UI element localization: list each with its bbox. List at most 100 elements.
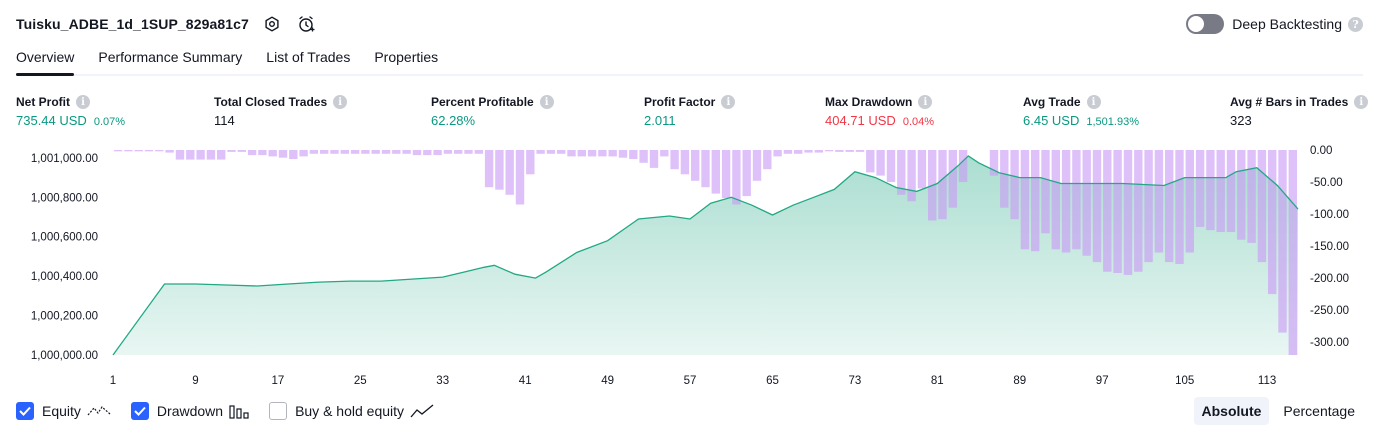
info-icon[interactable]: i bbox=[1087, 95, 1101, 109]
drawdown-bar bbox=[763, 150, 771, 169]
drawdown-bar bbox=[1134, 150, 1142, 272]
drawdown-bar bbox=[887, 150, 895, 182]
drawdown-bar bbox=[351, 150, 359, 154]
metric-percent-profitable: Percent Profitable i 62.28% bbox=[431, 94, 554, 128]
drawdown-bar bbox=[1144, 150, 1152, 262]
drawdown-bar bbox=[1000, 150, 1008, 208]
drawdown-bar bbox=[330, 150, 338, 154]
info-icon[interactable]: i bbox=[918, 95, 932, 109]
y-left-tick-label: 1,000,200.00 bbox=[31, 311, 98, 323]
metric-total-closed-trades: Total Closed Trades i 114 bbox=[214, 94, 347, 128]
y-left-tick-label: 1,000,800.00 bbox=[31, 192, 98, 204]
drawdown-bar bbox=[258, 150, 266, 155]
drawdown-bar bbox=[1206, 150, 1214, 230]
x-tick-label: 25 bbox=[354, 375, 367, 387]
y-right-tick-label: -250.00 bbox=[1310, 305, 1349, 317]
drawdown-bar bbox=[423, 150, 431, 155]
metric-max-drawdown: Max Drawdown i 404.71 USD 0.04% bbox=[825, 94, 934, 128]
metric-profit-factor: Profit Factor i 2.011 bbox=[644, 94, 735, 128]
x-tick-label: 65 bbox=[766, 375, 779, 387]
drawdown-bar bbox=[567, 150, 575, 156]
drawdown-bar bbox=[732, 150, 740, 205]
metric-value: 404.71 USD bbox=[825, 113, 896, 128]
metric-percent: 0.07% bbox=[94, 116, 125, 128]
y-right-tick-label: -150.00 bbox=[1310, 241, 1349, 253]
buy-hold-checkbox[interactable] bbox=[269, 402, 287, 420]
drawdown-bar bbox=[402, 150, 410, 154]
drawdown-bar bbox=[1031, 150, 1039, 251]
y-left-tick-label: 1,000,400.00 bbox=[31, 271, 98, 283]
percentage-button[interactable]: Percentage bbox=[1275, 397, 1363, 425]
drawdown-bar bbox=[1124, 150, 1132, 275]
drawdown-bar bbox=[691, 150, 699, 181]
info-icon[interactable]: i bbox=[333, 95, 347, 109]
drawdown-bar bbox=[804, 150, 812, 153]
info-icon[interactable]: i bbox=[540, 95, 554, 109]
metric-value: 323 bbox=[1230, 113, 1252, 128]
drawdown-bar bbox=[660, 150, 668, 156]
drawdown-bar bbox=[536, 150, 544, 154]
settings-gear-icon[interactable] bbox=[261, 13, 283, 35]
y-left-tick-label: 1,000,600.00 bbox=[31, 232, 98, 244]
tab-overview[interactable]: Overview bbox=[16, 46, 74, 74]
absolute-button[interactable]: Absolute bbox=[1194, 397, 1270, 425]
drawdown-bar bbox=[289, 150, 297, 159]
drawdown-bar bbox=[876, 150, 884, 176]
drawdown-bar bbox=[506, 150, 514, 195]
equity-checkbox[interactable] bbox=[16, 402, 34, 420]
metric-label: Net Profit bbox=[16, 95, 70, 109]
tab-properties[interactable]: Properties bbox=[374, 46, 438, 74]
info-icon[interactable]: i bbox=[1354, 95, 1368, 109]
drawdown-bar bbox=[341, 150, 349, 154]
drawdown-bar bbox=[794, 150, 802, 154]
drawdown-bar bbox=[773, 150, 781, 156]
y-right-tick-label: 0.00 bbox=[1310, 145, 1332, 157]
drawdown-bar bbox=[856, 150, 864, 152]
drawdown-bar bbox=[176, 150, 184, 160]
info-icon[interactable]: ? bbox=[1348, 17, 1363, 32]
drawdown-bar bbox=[557, 150, 565, 154]
drawdown-checkbox[interactable] bbox=[131, 402, 149, 420]
equity-drawdown-chart[interactable]: 1,000,000.00 1,000,200.00 1,000,400.00 1,00… bbox=[0, 140, 1379, 395]
drawdown-bar bbox=[238, 150, 246, 152]
drawdown-bar bbox=[485, 150, 493, 187]
tab-list-of-trades[interactable]: List of Trades bbox=[266, 46, 350, 74]
drawdown-bar bbox=[1186, 150, 1194, 253]
drawdown-bar bbox=[196, 150, 204, 160]
drawdown-bar bbox=[135, 150, 143, 151]
drawdown-bar bbox=[464, 150, 472, 154]
metric-avg-bars: Avg # Bars in Trades i 323 bbox=[1230, 94, 1368, 128]
chart-legend: Equity Drawdown Buy & hold equity bbox=[16, 400, 454, 422]
metric-value: 114 bbox=[214, 113, 235, 128]
report-tabs: Overview Performance Summary List of Tra… bbox=[16, 46, 1363, 76]
deep-backtesting-toggle[interactable] bbox=[1186, 14, 1224, 34]
legend-equity[interactable]: Equity bbox=[16, 402, 111, 420]
x-tick-label: 57 bbox=[684, 375, 697, 387]
x-tick-label: 9 bbox=[192, 375, 198, 387]
drawdown-bar bbox=[248, 150, 256, 155]
drawdown-bar bbox=[547, 150, 555, 154]
drawdown-bar bbox=[846, 150, 854, 152]
drawdown-bar bbox=[124, 150, 132, 151]
drawdown-bar bbox=[784, 150, 792, 154]
x-tick-label: 89 bbox=[1013, 375, 1026, 387]
x-tick-label: 1 bbox=[110, 375, 116, 387]
drawdown-bar bbox=[959, 150, 967, 182]
drawdown-bar bbox=[145, 150, 153, 151]
drawdown-bars-icon bbox=[229, 403, 249, 419]
y-left-tick-label: 1,000,000.00 bbox=[31, 350, 98, 362]
drawdown-bar bbox=[938, 150, 946, 219]
drawdown-bar bbox=[1021, 150, 1029, 249]
tab-performance-summary[interactable]: Performance Summary bbox=[98, 46, 242, 74]
drawdown-bar bbox=[1237, 150, 1245, 240]
legend-buy-hold[interactable]: Buy & hold equity bbox=[269, 402, 434, 420]
drawdown-bar bbox=[186, 150, 194, 160]
drawdown-bar bbox=[1278, 150, 1286, 333]
drawdown-bar bbox=[712, 150, 720, 194]
legend-drawdown[interactable]: Drawdown bbox=[131, 402, 249, 420]
drawdown-bar bbox=[227, 150, 235, 152]
info-icon[interactable]: i bbox=[76, 95, 90, 109]
drawdown-bar bbox=[1289, 150, 1297, 355]
add-alert-clock-icon[interactable] bbox=[295, 13, 317, 35]
info-icon[interactable]: i bbox=[721, 95, 735, 109]
